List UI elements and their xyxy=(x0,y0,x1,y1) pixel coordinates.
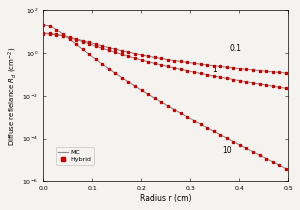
Hybrid xyxy=(187,61,190,64)
Hybrid xyxy=(263,70,267,72)
Text: 0.1: 0.1 xyxy=(230,44,242,53)
MC xyxy=(187,61,190,64)
Text: 1: 1 xyxy=(212,65,217,74)
MC xyxy=(248,68,251,71)
MC xyxy=(41,32,45,35)
Line: MC: MC xyxy=(43,34,288,73)
Text: 10: 10 xyxy=(222,146,232,155)
Y-axis label: Diffuse reflelance $R_d$ (cm$^{-2}$): Diffuse reflelance $R_d$ (cm$^{-2}$) xyxy=(7,46,19,146)
MC xyxy=(286,72,290,75)
Line: Hybrid: Hybrid xyxy=(42,33,289,74)
MC xyxy=(191,62,195,64)
Hybrid xyxy=(41,32,45,35)
Hybrid xyxy=(187,61,191,64)
Legend: MC, Hybrid: MC, Hybrid xyxy=(56,147,94,165)
Hybrid xyxy=(191,62,195,64)
Hybrid xyxy=(248,68,251,71)
MC xyxy=(187,61,191,64)
Hybrid xyxy=(286,72,290,75)
MC xyxy=(263,70,267,72)
Hybrid xyxy=(42,32,46,35)
X-axis label: Radius r (cm): Radius r (cm) xyxy=(140,194,191,203)
MC xyxy=(42,32,46,35)
